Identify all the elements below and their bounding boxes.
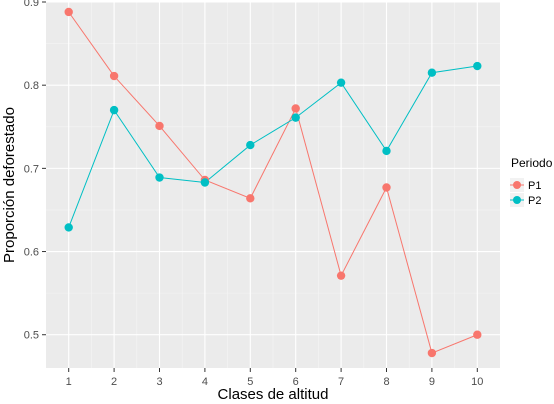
- y-tick-label: 0.7: [24, 163, 39, 175]
- y-tick-label: 0.6: [24, 247, 39, 259]
- y-tick-label: 0.9: [24, 0, 39, 9]
- legend-key-point: [513, 181, 521, 189]
- x-tick-label: 3: [156, 376, 162, 388]
- x-tick-label: 2: [111, 376, 117, 388]
- y-axis: 0.5 0.6 0.7 0.8 0.9: [24, 0, 46, 342]
- legend-title: Periodo: [511, 156, 553, 170]
- data-point-p2: [246, 140, 255, 150]
- data-point-p1: [473, 330, 482, 339]
- x-axis: 1 2 3 4 5 6 7 8 9 10: [66, 368, 483, 388]
- legend: Periodo P1 P2: [510, 156, 553, 207]
- data-point-p1: [246, 194, 255, 203]
- y-tick-label: 0.8: [24, 80, 39, 92]
- data-point-p1: [155, 121, 164, 131]
- data-point-p1: [291, 104, 300, 113]
- legend-label-p2: P2: [528, 195, 541, 207]
- series-lines: [68, 11, 478, 354]
- data-point-p1: [109, 71, 119, 81]
- series-points: [64, 7, 482, 358]
- data-point-p2: [64, 223, 73, 232]
- legend-label-p1: P1: [528, 180, 541, 192]
- x-tick-label: 5: [247, 376, 253, 388]
- data-point-p1: [427, 348, 437, 358]
- x-tick-label: 10: [471, 376, 483, 388]
- data-point-p1: [382, 183, 391, 192]
- data-point-p2: [382, 146, 391, 156]
- data-point-p1: [336, 271, 346, 280]
- x-tick-label: 6: [293, 376, 299, 388]
- minor-gridlines: [46, 2, 500, 368]
- data-point-p2: [427, 68, 437, 77]
- data-point-p2: [291, 113, 300, 122]
- y-axis-title: Proporción deforestado: [1, 107, 18, 263]
- data-point-p2: [200, 178, 210, 187]
- x-tick-label: 1: [66, 376, 72, 388]
- legend-key-point: [513, 196, 521, 204]
- data-point-p2: [473, 61, 482, 71]
- series-line-p2: [68, 65, 478, 228]
- x-axis-title: Clases de altitud: [218, 386, 329, 403]
- x-tick-label: 4: [202, 376, 208, 388]
- data-point-p2: [109, 105, 119, 115]
- y-tick-label: 0.5: [24, 330, 39, 342]
- series-line-p1: [68, 11, 478, 354]
- x-tick-label: 7: [338, 376, 344, 388]
- data-point-p2: [336, 78, 346, 87]
- x-tick-label: 9: [429, 376, 435, 388]
- data-point-p2: [155, 173, 164, 182]
- data-point-p1: [64, 7, 73, 17]
- x-tick-label: 8: [383, 376, 389, 388]
